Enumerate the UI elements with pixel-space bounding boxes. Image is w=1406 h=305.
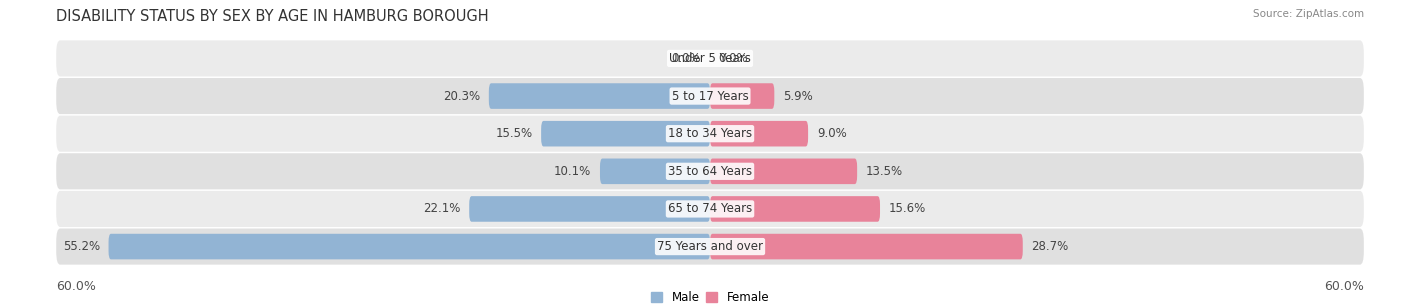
FancyBboxPatch shape [600,159,710,184]
Text: 20.3%: 20.3% [443,90,479,102]
Legend: Male, Female: Male, Female [651,291,769,304]
Text: 18 to 34 Years: 18 to 34 Years [668,127,752,140]
Text: 55.2%: 55.2% [63,240,100,253]
Text: 60.0%: 60.0% [56,280,96,293]
FancyBboxPatch shape [56,78,1364,114]
FancyBboxPatch shape [56,228,1364,265]
Text: 28.7%: 28.7% [1032,240,1069,253]
FancyBboxPatch shape [56,116,1364,152]
Text: 9.0%: 9.0% [817,127,846,140]
FancyBboxPatch shape [56,191,1364,227]
Text: Source: ZipAtlas.com: Source: ZipAtlas.com [1253,9,1364,19]
Text: 0.0%: 0.0% [672,52,702,65]
Text: 35 to 64 Years: 35 to 64 Years [668,165,752,178]
Text: DISABILITY STATUS BY SEX BY AGE IN HAMBURG BOROUGH: DISABILITY STATUS BY SEX BY AGE IN HAMBU… [56,9,489,24]
Text: 75 Years and over: 75 Years and over [657,240,763,253]
Text: 13.5%: 13.5% [866,165,903,178]
Text: 10.1%: 10.1% [554,165,592,178]
FancyBboxPatch shape [710,196,880,222]
FancyBboxPatch shape [710,121,808,146]
Text: 0.0%: 0.0% [718,52,748,65]
Text: 65 to 74 Years: 65 to 74 Years [668,203,752,215]
FancyBboxPatch shape [470,196,710,222]
Text: 60.0%: 60.0% [1324,280,1364,293]
Text: 5.9%: 5.9% [783,90,813,102]
FancyBboxPatch shape [489,83,710,109]
FancyBboxPatch shape [56,40,1364,77]
Text: 15.5%: 15.5% [495,127,533,140]
FancyBboxPatch shape [710,234,1022,259]
FancyBboxPatch shape [108,234,710,259]
Text: 22.1%: 22.1% [423,203,461,215]
Text: Under 5 Years: Under 5 Years [669,52,751,65]
Text: 15.6%: 15.6% [889,203,927,215]
FancyBboxPatch shape [541,121,710,146]
Text: 5 to 17 Years: 5 to 17 Years [672,90,748,102]
FancyBboxPatch shape [710,159,858,184]
FancyBboxPatch shape [710,83,775,109]
FancyBboxPatch shape [56,153,1364,189]
